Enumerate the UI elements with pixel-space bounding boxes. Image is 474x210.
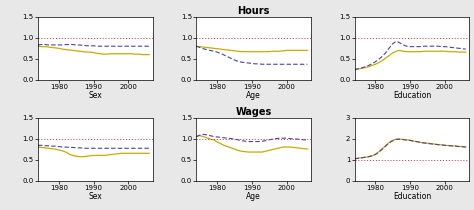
Title: Wages: Wages	[236, 107, 272, 117]
Title: Hours: Hours	[237, 6, 270, 16]
X-axis label: Education: Education	[393, 91, 431, 100]
X-axis label: Sex: Sex	[89, 91, 102, 100]
X-axis label: Age: Age	[246, 91, 261, 100]
X-axis label: Education: Education	[393, 192, 431, 201]
X-axis label: Age: Age	[246, 192, 261, 201]
X-axis label: Sex: Sex	[89, 192, 102, 201]
